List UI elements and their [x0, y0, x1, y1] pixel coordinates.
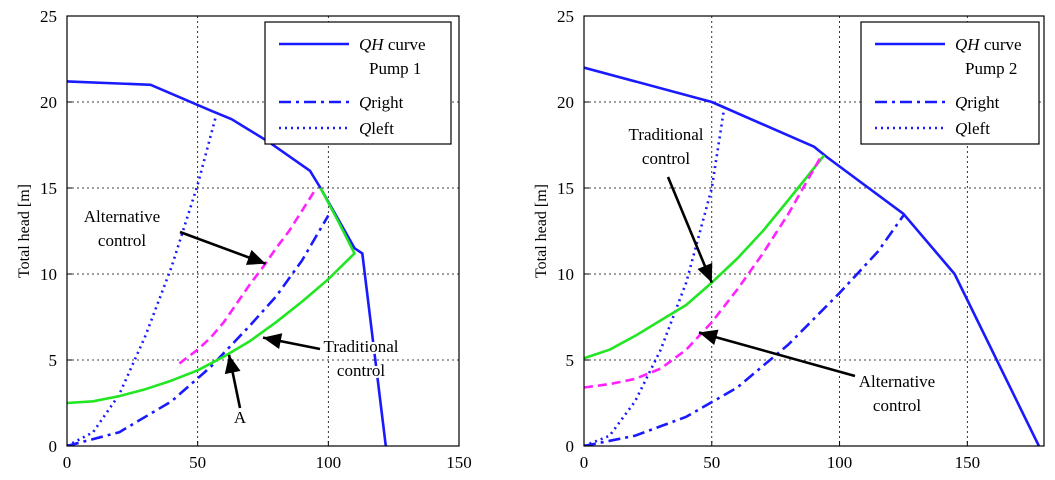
x-tick-label: 0: [580, 453, 589, 472]
y-axis-label: Total head [m]: [16, 184, 33, 278]
y-tick-label: 15: [40, 179, 57, 198]
y-tick-label: 5: [49, 351, 58, 370]
series-qright-line: [584, 214, 905, 446]
annotation-text: A: [234, 408, 247, 427]
legend-box: [264, 21, 452, 145]
annotation: Traditional control: [262, 333, 401, 382]
annotation-arrow-shaft: [698, 331, 856, 378]
annotation-text: Traditional: [629, 125, 704, 144]
legend-label: Qleft: [359, 119, 394, 138]
annotation: Alternative control: [698, 329, 937, 417]
y-axis-label: Total head [m]: [533, 184, 550, 278]
annotation-arrow-head: [697, 262, 713, 283]
legend: QH curve Pump 1 Qright Qleft: [264, 21, 452, 145]
x-tick-label: 150: [955, 453, 981, 472]
annotation-arrow-head: [263, 333, 283, 350]
chart-panel-2: 0 50 100 150 0 5 10 15 20 25 Total head [m] QH curv…: [533, 7, 1045, 472]
y-tick-label: 25: [40, 7, 57, 26]
annotation-text: Traditional: [324, 337, 399, 356]
annotation-text: Alternative: [84, 207, 160, 226]
annotation: A: [224, 354, 249, 429]
annotation-arrow-shaft: [666, 176, 713, 284]
annotation-arrow-head: [245, 249, 266, 265]
x-tick-label: 50: [703, 453, 720, 472]
x-tick-label: 100: [316, 453, 342, 472]
y-tick-label: 20: [40, 93, 57, 112]
series-alternative-control-line: [584, 154, 823, 389]
y-tick-label: 25: [557, 7, 574, 26]
annotation-text: control: [337, 361, 385, 380]
series-qh-curve-pump-2-line: [584, 66, 1041, 446]
plot-frame: [583, 15, 1045, 447]
annotation: Alternative control: [82, 205, 267, 265]
chart-panel-1: 0 50 100 150 0 5 10 15 20 25 Total head [m] QH curv…: [16, 7, 472, 472]
annotation-text: control: [642, 149, 690, 168]
y-tick-label: 5: [566, 351, 575, 370]
legend-label-line2: Pump 2: [965, 59, 1017, 78]
plot-frame: [66, 15, 460, 447]
y-tick-label: 10: [557, 265, 574, 284]
annotation-text: control: [98, 231, 146, 250]
legend-label: Qright: [955, 93, 1000, 112]
series-qh-curve-pump-1-line: [67, 80, 388, 446]
annotation-text: Alternative: [859, 372, 935, 391]
series-qright-line: [67, 214, 330, 446]
series-traditional-control-line: [67, 187, 356, 405]
legend-label-line2: Pump 1: [369, 59, 421, 78]
annotation-arrow-head: [224, 354, 241, 375]
y-tick-label: 15: [557, 179, 574, 198]
series-qleft-line: [67, 115, 218, 446]
y-tick-label: 20: [557, 93, 574, 112]
x-tick-label: 100: [827, 453, 853, 472]
y-tick-label: 0: [49, 437, 58, 456]
annotation-arrow-head: [699, 329, 719, 346]
x-tick-label: 0: [63, 453, 72, 472]
legend-label: QH curve: [359, 35, 426, 54]
legend-label: Qleft: [955, 119, 990, 138]
annotation-text: control: [873, 396, 921, 415]
x-tick-label: 150: [446, 453, 472, 472]
legend-box: [860, 21, 1040, 145]
y-tick-label: 10: [40, 265, 57, 284]
series-alternative-control-line: [178, 189, 317, 365]
legend: QH curve Pump 2 Qright Qleft: [860, 21, 1040, 145]
series-traditional-control-line: [584, 154, 826, 360]
y-tick-label: 0: [566, 437, 575, 456]
annotation: Traditional control: [627, 123, 713, 284]
x-tick-label: 50: [189, 453, 206, 472]
legend-label: QH curve: [955, 35, 1022, 54]
legend-label: Qright: [359, 93, 404, 112]
